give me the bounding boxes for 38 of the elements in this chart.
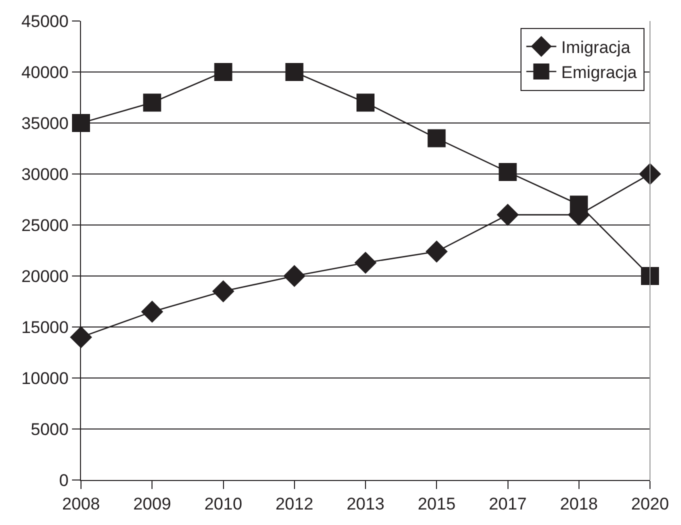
- x-tick-label: 2009: [133, 494, 172, 514]
- point: [72, 114, 90, 132]
- x-tick-label: 2013: [346, 494, 384, 514]
- y-tick-label: 45000: [21, 12, 69, 31]
- x-tick-label: 2012: [275, 494, 314, 514]
- point: [498, 162, 517, 181]
- x-tick-label: 2015: [418, 494, 456, 514]
- point: [570, 196, 588, 214]
- x-tick-label: 2008: [62, 494, 100, 514]
- y-tick-label: 35000: [21, 114, 69, 133]
- x-tick-label: 2018: [560, 494, 598, 514]
- point: [641, 267, 659, 285]
- point: [143, 94, 162, 112]
- x-tick-label: 2020: [631, 494, 669, 514]
- point: [141, 300, 164, 323]
- point: [354, 252, 377, 274]
- y-tick-label: 5000: [30, 420, 69, 439]
- legend-label: Emigracja: [561, 63, 638, 82]
- y-tick-label: 0: [59, 470, 69, 490]
- point: [283, 264, 306, 288]
- y-tick-label: 40000: [21, 62, 69, 82]
- y-tick-label: 15000: [21, 318, 69, 337]
- point: [356, 94, 374, 112]
- point: [285, 63, 304, 81]
- y-tick-label: 10000: [21, 368, 69, 388]
- point: [638, 162, 662, 186]
- y-tick-label: 30000: [21, 164, 69, 184]
- point: [496, 204, 519, 226]
- x-tick-label: 2010: [204, 494, 242, 514]
- point: [426, 240, 448, 263]
- point: [212, 280, 234, 302]
- point: [428, 129, 446, 148]
- x-tick-label: 2017: [488, 494, 527, 514]
- y-tick-label: 20000: [21, 266, 69, 286]
- y-tick-label: 25000: [21, 216, 69, 235]
- legend-label: Imigracja: [561, 38, 631, 58]
- point: [214, 63, 232, 81]
- point: [70, 326, 92, 348]
